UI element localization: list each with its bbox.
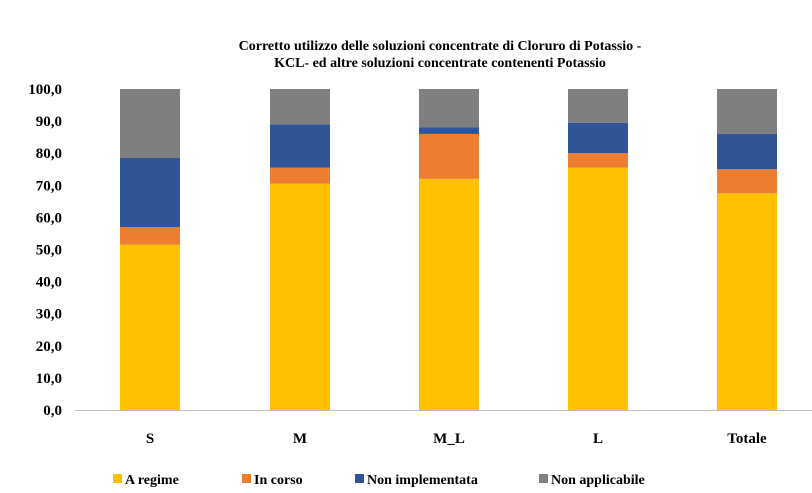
y-tick-label: 100,0 (28, 82, 62, 98)
y-tick-label: 40,0 (36, 275, 62, 291)
legend-item: In corso (242, 473, 303, 488)
bar-segment-m-l-a-regime (419, 178, 479, 410)
legend-item: Non applicabile (539, 473, 645, 488)
legend-label: Non implementata (367, 473, 478, 488)
y-tick-label: 20,0 (36, 339, 62, 355)
bar-segment-m-non-implementata (270, 124, 330, 168)
x-tick-label: M (293, 431, 307, 447)
legend-label: Non applicabile (551, 473, 645, 488)
bars (120, 89, 777, 410)
bar-segment-m-a-regime (270, 183, 330, 410)
legend-label: In corso (254, 473, 303, 488)
y-tick-label: 80,0 (36, 146, 62, 162)
legend: A regime In corso Non implementata Non appl… (113, 473, 645, 488)
bar-segment-m-l-in-corso (419, 133, 479, 179)
y-tick-label: 70,0 (36, 178, 62, 194)
legend-item: A regime (113, 473, 179, 488)
bar-segment-totale-in-corso (717, 169, 777, 194)
bar-segment-m-in-corso (270, 167, 330, 184)
bar-segment-l-non-implementata (568, 122, 628, 154)
bar-segment-s-a-regime (120, 244, 180, 410)
bar-segment-l-non-applicabile (568, 89, 628, 123)
bar-segment-totale-non-applicabile (717, 89, 777, 134)
legend-swatch (355, 474, 364, 483)
y-tick-label: 30,0 (36, 307, 62, 323)
bar-segment-totale-non-implementata (717, 133, 777, 170)
legend-swatch (113, 474, 122, 483)
y-tick-label: 50,0 (36, 243, 62, 259)
bar-segment-s-in-corso (120, 227, 180, 245)
chart-title-line-1: Corretto utilizzo delle soluzioni concen… (239, 39, 642, 54)
bar-segment-s-non-implementata (120, 158, 180, 228)
y-tick-label: 10,0 (36, 371, 62, 387)
legend-label: A regime (125, 473, 179, 488)
y-tick-label: 0,0 (43, 403, 62, 419)
y-tick-label: 60,0 (36, 210, 62, 226)
bar-segment-s-non-applicabile (120, 89, 180, 159)
legend-item: Non implementata (355, 473, 478, 488)
bar-segment-l-a-regime (568, 167, 628, 410)
x-axis: S M M_L L Totale (75, 410, 812, 447)
y-axis: 0,0 10,0 20,0 30,0 40,0 50,0 60,0 70,0 80,0 90,0 1… (28, 82, 62, 419)
x-tick-label: M_L (433, 431, 465, 447)
bar-segment-m-non-applicabile (270, 89, 330, 125)
x-tick-label: S (146, 431, 154, 447)
legend-swatch (242, 474, 251, 483)
bar-segment-m-l-non-implementata (419, 127, 479, 134)
legend-swatch (539, 474, 548, 483)
bar-segment-l-in-corso (568, 153, 628, 168)
bar-segment-m-l-non-applicabile (419, 89, 479, 128)
chart-title-line-2: KCL- ed altre soluzioni concentrate cont… (274, 56, 606, 71)
x-tick-label: L (593, 431, 603, 447)
bar-segment-totale-a-regime (717, 193, 777, 410)
x-tick-label: Totale (727, 431, 767, 447)
y-tick-label: 90,0 (36, 114, 62, 130)
